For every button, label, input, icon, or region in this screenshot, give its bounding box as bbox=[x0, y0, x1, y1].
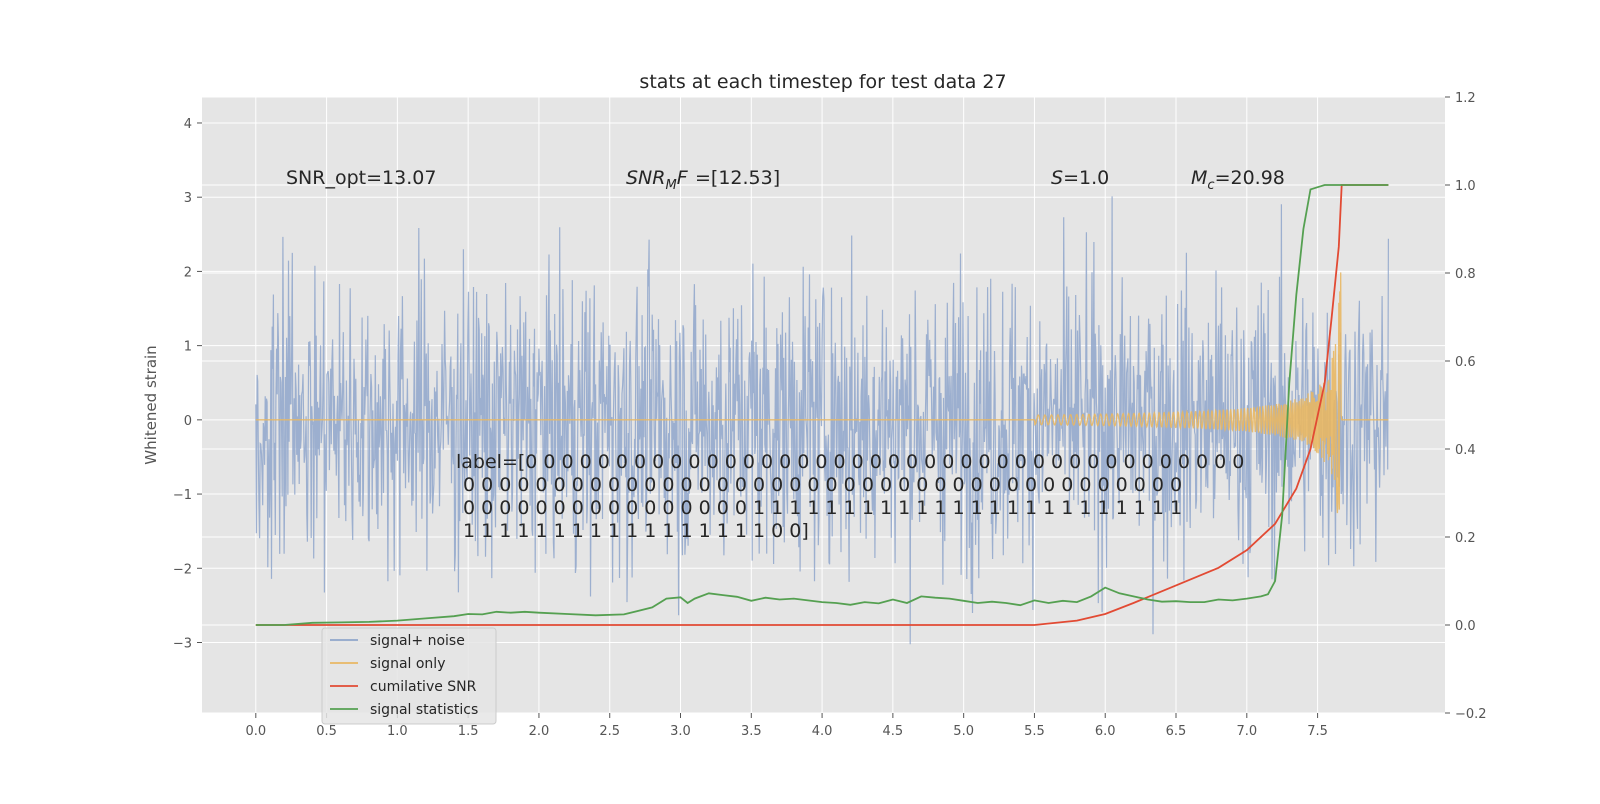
cumulative-snr-line bbox=[255, 184, 1389, 626]
x-tick-label: 3.5 bbox=[741, 724, 762, 739]
x-tick-label: 4.0 bbox=[812, 724, 833, 739]
snr-opt-annotation: SNR_opt=13.07 bbox=[286, 167, 436, 189]
legend-label-noise: signal+ noise bbox=[370, 633, 465, 649]
x-tick-label: 0.0 bbox=[245, 724, 266, 739]
legend: signal+ noise signal only cumilative SNR… bbox=[321, 627, 497, 725]
x-tick-label: 6.5 bbox=[1166, 724, 1187, 739]
x-tick-label: 3.0 bbox=[670, 724, 691, 739]
y-tick-label: −3 bbox=[173, 636, 192, 651]
signal-only-series bbox=[255, 272, 1389, 514]
chart-title: stats at each timestep for test data 27 bbox=[639, 71, 1006, 93]
s-annotation: S=1.0 bbox=[1051, 167, 1109, 189]
y-right-tick-label: 0.2 bbox=[1455, 531, 1476, 546]
legend-box bbox=[321, 627, 497, 725]
y-right-tick-label: 0.0 bbox=[1455, 619, 1476, 634]
y-tick-label: 0 bbox=[184, 414, 192, 429]
legend-label-snr: cumilative SNR bbox=[370, 679, 477, 695]
snr-mf-annotation: SNRMF bbox=[626, 167, 689, 193]
s-label: S bbox=[1051, 167, 1063, 189]
snr-mf-f: F bbox=[677, 167, 689, 189]
mc-annotation: Mc=20.98 bbox=[1191, 167, 1285, 193]
label-line-4: 1 1 1 1 1 1 1 1 1 1 1 1 1 1 1 1 1 0 0] bbox=[463, 520, 809, 542]
x-tick-label: 2.5 bbox=[599, 724, 620, 739]
x-tick-label: 7.0 bbox=[1236, 724, 1257, 739]
mc-label: M bbox=[1191, 167, 1207, 189]
x-tick-label: 6.0 bbox=[1095, 724, 1116, 739]
y-tick-label: −2 bbox=[173, 562, 192, 577]
snr-mf-value: =[12.53] bbox=[695, 167, 780, 189]
y-tick-label: 1 bbox=[184, 340, 192, 355]
y-right-tick-label: −0.2 bbox=[1455, 707, 1487, 722]
snr-mf-subscript: M bbox=[665, 178, 676, 193]
s-value: =1.0 bbox=[1063, 167, 1109, 189]
stat-lines bbox=[255, 184, 1389, 626]
x-tick-label: 7.5 bbox=[1307, 724, 1328, 739]
x-tick-label: 0.5 bbox=[316, 724, 337, 739]
y-tick-label: 3 bbox=[184, 191, 192, 206]
y-right-tick-label: 0.6 bbox=[1455, 355, 1476, 370]
x-tick-label: 1.0 bbox=[387, 724, 408, 739]
y-axis-label: Whitened strain bbox=[142, 345, 160, 464]
legend-label-signal: signal only bbox=[370, 656, 445, 672]
x-tick-label: 2.0 bbox=[529, 724, 550, 739]
y-tick-label: 4 bbox=[184, 117, 192, 132]
label-line-3: 0 0 0 0 0 0 0 0 0 0 0 0 0 0 0 0 1 1 1 1 … bbox=[463, 497, 1182, 519]
y-tick-label: 2 bbox=[184, 265, 192, 280]
signal-statistics-line bbox=[255, 184, 1389, 626]
x-tick-label: 1.5 bbox=[458, 724, 479, 739]
mc-value: =20.98 bbox=[1215, 167, 1285, 189]
snr-mf-label: SNR bbox=[626, 167, 665, 189]
label-line-2: 0 0 0 0 0 0 0 0 0 0 0 0 0 0 0 0 0 0 0 0 … bbox=[463, 474, 1182, 496]
y-tick-label: −1 bbox=[173, 488, 192, 503]
x-tick-label: 5.5 bbox=[1024, 724, 1045, 739]
y-right-tick-label: 0.8 bbox=[1455, 267, 1476, 282]
mc-subscript: c bbox=[1207, 178, 1214, 193]
y-right-tick-label: 1.2 bbox=[1455, 91, 1476, 106]
y-right-tick-label: 0.4 bbox=[1455, 443, 1476, 458]
axis-ticks: 0.0 0.5 1.0 1.5 2.0 2.5 3.0 3.5 4.0 4.5 5.0 5.5 6.0 6… bbox=[173, 91, 1487, 739]
x-tick-label: 4.5 bbox=[883, 724, 904, 739]
x-tick-label: 5.0 bbox=[953, 724, 974, 739]
signal-only-line bbox=[255, 272, 1389, 514]
label-line-1: label=[0 0 0 0 0 0 0 0 0 0 0 0 0 0 0 0 0… bbox=[456, 451, 1244, 473]
y-right-tick-label: 1.0 bbox=[1455, 179, 1476, 194]
annotations: SNR_opt=13.07 SNRMF =[12.53] S=1.0 Mc=20… bbox=[286, 167, 1285, 542]
legend-label-stats: signal statistics bbox=[370, 702, 478, 718]
